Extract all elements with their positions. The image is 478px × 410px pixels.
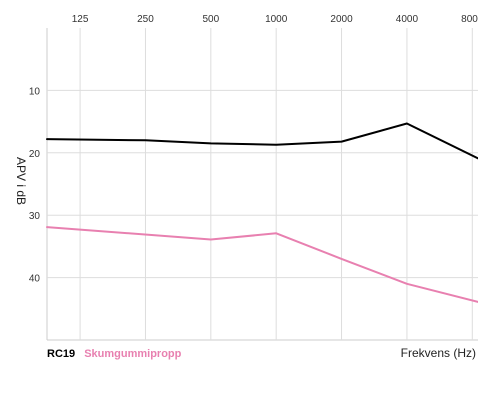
x-tick-labels: 125 250 500 1000 2000 4000 8000 bbox=[72, 14, 478, 25]
series-line-rc19 bbox=[46, 122, 478, 160]
legend-series-skumgummipropp: Skumgummipropp bbox=[84, 348, 182, 360]
x-tick-label: 500 bbox=[202, 14, 219, 25]
legend-series-rc19: RC19 bbox=[47, 348, 76, 360]
y-tick-labels: 10 20 30 40 bbox=[29, 86, 41, 284]
legend: RC19 Skumgummipropp bbox=[47, 348, 187, 360]
x-tick-label: 8000 bbox=[461, 14, 478, 25]
series-line-skumgummipropp bbox=[46, 226, 478, 303]
y-tick-label: 30 bbox=[29, 211, 41, 222]
y-tick-label: 40 bbox=[29, 274, 41, 285]
y-tick-label: 20 bbox=[29, 149, 41, 160]
x-tick-label: 4000 bbox=[396, 14, 419, 25]
x-tick-label: 2000 bbox=[330, 14, 353, 25]
y-tick-label: 10 bbox=[29, 86, 41, 97]
x-tick-label: 250 bbox=[137, 14, 154, 25]
x-axis-label: Frekvens (Hz) bbox=[400, 346, 476, 360]
series-lines bbox=[46, 122, 478, 303]
grid bbox=[46, 28, 478, 341]
x-tick-label: 1000 bbox=[265, 14, 288, 25]
x-tick-label: 125 bbox=[72, 14, 89, 25]
y-axis-label: APV i dB bbox=[14, 157, 28, 205]
